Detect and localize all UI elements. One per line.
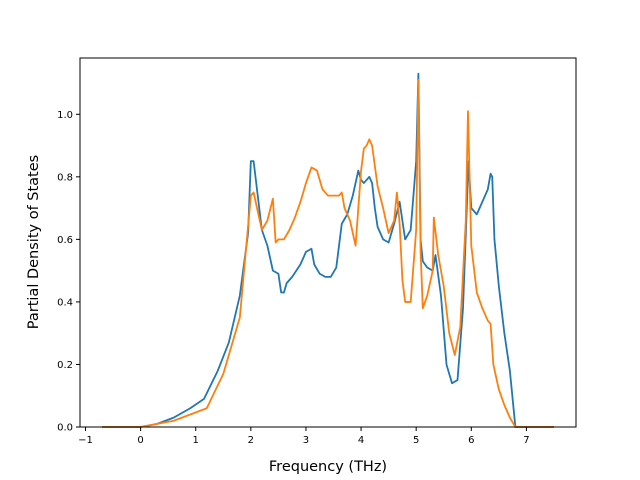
x-axis-ticks: −1 0 1 2 3 4 5 6 7 (78, 427, 530, 446)
x-tick-label: 1 (193, 435, 199, 446)
x-tick-label: 2 (248, 435, 254, 446)
y-tick-label: 0.6 (57, 235, 73, 246)
y-tick-label: 0.0 (57, 423, 73, 434)
y-axis-label: Partial Density of States (26, 155, 42, 329)
y-tick-label: 0.4 (57, 297, 73, 308)
y-axis-ticks: 0.0 0.2 0.4 0.6 0.8 1.0 (57, 110, 80, 434)
x-tick-label: −1 (78, 435, 93, 446)
x-tick-label: 3 (303, 435, 309, 446)
x-tick-label: 6 (468, 435, 474, 446)
plot-frame (79, 57, 577, 428)
series-layer (102, 72, 554, 428)
x-tick-label: 7 (523, 435, 529, 446)
series-line-1 (102, 72, 554, 428)
x-axis-label: Frequency (THz) (269, 459, 387, 475)
series-line-2 (102, 78, 554, 428)
x-tick-label: 0 (137, 435, 143, 446)
x-tick-label: 5 (413, 435, 419, 446)
y-tick-label: 1.0 (57, 110, 73, 121)
x-tick-label: 4 (358, 435, 364, 446)
y-tick-label: 0.2 (57, 360, 73, 371)
y-tick-label: 0.8 (57, 172, 73, 183)
